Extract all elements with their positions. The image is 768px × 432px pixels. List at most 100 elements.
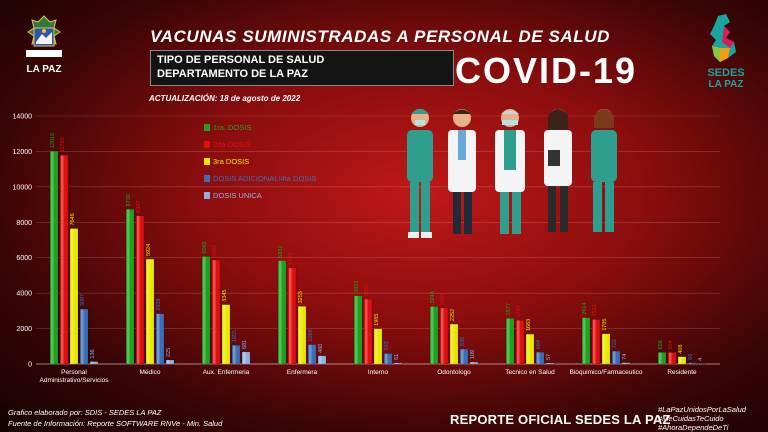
bar-dose2 bbox=[211, 259, 221, 365]
sedes-la-paz-logo: SEDES LA PAZ bbox=[707, 14, 745, 90]
bar-dose2 bbox=[363, 299, 373, 365]
bar-highlight bbox=[233, 345, 236, 364]
bar-highlight bbox=[613, 351, 616, 364]
bar-dose2 bbox=[439, 307, 449, 365]
value-label: 1985 bbox=[374, 314, 380, 326]
bar-highlight bbox=[583, 317, 586, 364]
bar-dose3 bbox=[677, 356, 687, 365]
value-label: 408 bbox=[678, 345, 684, 354]
value-label: 2512 bbox=[592, 304, 598, 316]
legend-entry: 2da DOSIS bbox=[213, 140, 251, 149]
value-label: 6065 bbox=[202, 241, 208, 253]
legend-entry: DOSIS ADICIONAL/4ta DOSIS bbox=[213, 174, 316, 183]
bar-highlight bbox=[157, 313, 160, 364]
bar-single bbox=[697, 363, 707, 365]
bar-highlight bbox=[137, 215, 140, 364]
value-label: 2467 bbox=[516, 305, 522, 317]
value-label: 722 bbox=[612, 339, 618, 348]
bar-highlight bbox=[659, 352, 662, 364]
value-label: 57 bbox=[546, 354, 552, 360]
value-label: 7646 bbox=[70, 213, 76, 225]
value-label: 5868 bbox=[212, 245, 218, 257]
y-tick-label: 6000 bbox=[16, 255, 32, 262]
value-label: 3169 bbox=[440, 293, 446, 305]
page-title: VACUNAS SUMINISTRADAS A PERSONAL DE SALU… bbox=[150, 27, 611, 46]
bar-dose3 bbox=[601, 333, 611, 365]
subtitle-line-1: TIPO DE PERSONAL DE SALUD bbox=[157, 54, 325, 66]
legend-entry: 1ra. DOSIS bbox=[213, 123, 251, 132]
bar-highlight bbox=[537, 352, 540, 364]
bar-highlight bbox=[431, 306, 434, 364]
bar-highlight bbox=[91, 361, 94, 364]
value-label: 5431 bbox=[288, 253, 294, 265]
bar-highlight bbox=[603, 333, 606, 364]
category-label: Interno bbox=[368, 369, 389, 376]
value-label: 3656 bbox=[364, 284, 370, 296]
bar-highlight bbox=[51, 151, 54, 364]
bar-dose4 bbox=[231, 345, 241, 365]
value-label: 2252 bbox=[450, 309, 456, 321]
value-label: 109 bbox=[470, 350, 476, 359]
value-label: 4 bbox=[698, 358, 704, 361]
value-label: 8730 bbox=[126, 194, 132, 206]
value-label: 2577 bbox=[506, 303, 512, 315]
bar-highlight bbox=[127, 209, 130, 364]
covid-banner: COVID-19 bbox=[455, 50, 638, 91]
bar-dose1 bbox=[581, 317, 591, 365]
hashtag-3: #AhoraDependeDeTi bbox=[658, 423, 729, 432]
bar-dose2 bbox=[135, 215, 145, 365]
bar-dose2 bbox=[667, 352, 677, 365]
bar-highlight bbox=[689, 362, 692, 364]
bar-highlight bbox=[461, 349, 464, 364]
bar-highlight bbox=[81, 309, 84, 364]
bar-highlight bbox=[471, 362, 474, 364]
legend-swatch bbox=[204, 192, 210, 199]
vaccination-bar-chart: 0 2000 4000 6000 8000 10000 12000 14000 12016 11… bbox=[13, 114, 720, 384]
bar-single bbox=[165, 359, 175, 365]
logo-right-text-1: SEDES bbox=[707, 67, 744, 79]
value-label: 1705 bbox=[602, 319, 608, 331]
value-label: 11780 bbox=[60, 137, 66, 152]
bar-dose4 bbox=[687, 362, 697, 365]
bar-dose1 bbox=[201, 256, 211, 365]
legend-entry: 3ra DOSIS bbox=[213, 157, 249, 166]
bar-highlight bbox=[507, 318, 510, 364]
bar-dose3 bbox=[449, 323, 459, 365]
bar-highlight bbox=[699, 363, 702, 365]
bar-highlight bbox=[223, 304, 226, 364]
bar-dose3 bbox=[221, 304, 231, 365]
bar-dose1 bbox=[353, 295, 363, 365]
bar-highlight bbox=[385, 353, 388, 364]
value-label: 681 bbox=[242, 340, 248, 349]
value-label: 3243 bbox=[430, 291, 436, 303]
value-label: 136 bbox=[90, 349, 96, 358]
update-date: ACTUALIZACIÓN: 18 de agosto de 2022 bbox=[149, 94, 301, 103]
value-label: 12016 bbox=[50, 133, 56, 148]
category-label: Enfermera bbox=[287, 369, 318, 376]
value-label: 664 bbox=[536, 340, 542, 349]
doctor-figure-3 bbox=[544, 109, 572, 232]
y-tick-label: 4000 bbox=[16, 291, 32, 298]
la-paz-coat-of-arms-logo: LA PAZ bbox=[26, 15, 62, 75]
bar-dose2 bbox=[287, 267, 297, 365]
bar-highlight bbox=[289, 267, 292, 364]
value-label: 8367 bbox=[136, 201, 142, 213]
bar-dose3 bbox=[297, 306, 307, 365]
value-label: 5832 bbox=[278, 245, 284, 257]
bar-dose1 bbox=[125, 209, 135, 365]
legend-swatch bbox=[204, 158, 210, 165]
bar-highlight bbox=[167, 360, 170, 364]
doctor-figure-1 bbox=[448, 109, 476, 234]
category-label: Aux. Enfermeria bbox=[203, 369, 250, 376]
bar-highlight bbox=[279, 260, 282, 364]
bar-dose3 bbox=[145, 258, 155, 365]
bar-dose4 bbox=[383, 353, 393, 365]
bar-highlight bbox=[61, 155, 64, 364]
value-label: 654 bbox=[668, 340, 674, 349]
y-tick-label: 2000 bbox=[16, 326, 32, 333]
bar-highlight bbox=[319, 355, 322, 364]
bar-single bbox=[393, 362, 403, 365]
value-label: 3097 bbox=[80, 294, 86, 306]
value-label: 74 bbox=[622, 354, 628, 360]
value-label: 1683 bbox=[526, 319, 532, 331]
